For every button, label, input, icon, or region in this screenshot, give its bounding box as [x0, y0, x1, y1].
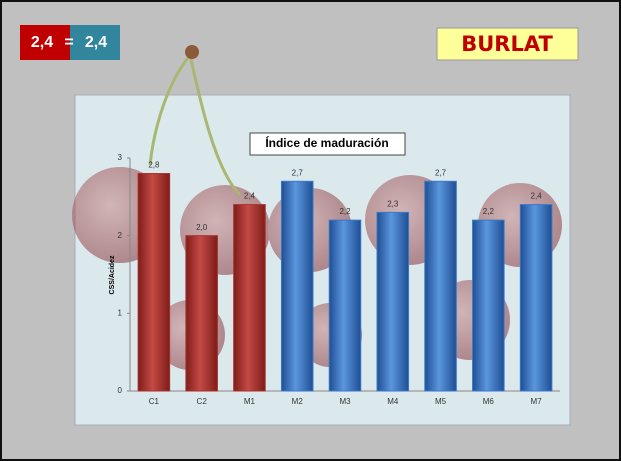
title-box [436, 27, 579, 61]
slide-title: BURLAT [461, 32, 553, 56]
bar [376, 211, 410, 392]
value-label: 2,7 [292, 168, 304, 177]
value-label: 2,7 [435, 168, 447, 177]
chart-title: Índice de maduración [265, 135, 388, 150]
y-tick-label: 2 [118, 231, 123, 240]
cherry-stem [148, 54, 242, 197]
stem-top [185, 45, 199, 59]
x-tick-label: M2 [292, 397, 304, 406]
value-label: 2,0 [196, 223, 208, 232]
x-tick-label: C1 [149, 397, 160, 406]
x-tick-label: M3 [339, 397, 351, 406]
y-tick-label: 1 [118, 308, 123, 317]
value-label: 2,3 [387, 199, 399, 208]
y-tick-label: 3 [118, 153, 123, 162]
x-tick-label: M1 [244, 397, 256, 406]
bar [472, 219, 505, 392]
y-axis-label: CSS/Acidez [109, 255, 116, 294]
bar [328, 219, 362, 392]
bar [519, 204, 553, 392]
value-label: 2,2 [483, 207, 495, 216]
bar [424, 180, 457, 392]
chart-title-box [249, 132, 406, 156]
x-tick-label: C2 [197, 397, 208, 406]
bar [185, 235, 218, 392]
bar [137, 173, 171, 392]
badge-left-box [20, 25, 70, 60]
y-tick-label: 0 [118, 386, 123, 395]
bar [233, 204, 266, 392]
badge-right: 2,4 [85, 34, 107, 51]
x-tick-label: M6 [483, 397, 495, 406]
value-label: 2,4 [531, 192, 543, 201]
value-label: 2,2 [339, 207, 351, 216]
badge-left: 2,4 [31, 34, 53, 51]
badge-right-box [70, 25, 120, 60]
x-tick-label: M5 [435, 397, 447, 406]
badge-sep: = [64, 34, 73, 51]
x-tick-label: M7 [531, 397, 543, 406]
bar [280, 180, 314, 392]
value-label: 2,4 [244, 192, 256, 201]
value-label: 2,8 [148, 161, 160, 170]
x-tick-label: M4 [387, 397, 399, 406]
